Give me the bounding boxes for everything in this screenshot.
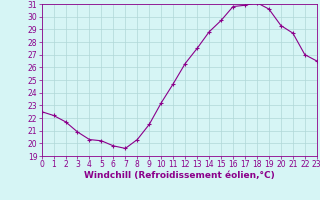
X-axis label: Windchill (Refroidissement éolien,°C): Windchill (Refroidissement éolien,°C) <box>84 171 275 180</box>
